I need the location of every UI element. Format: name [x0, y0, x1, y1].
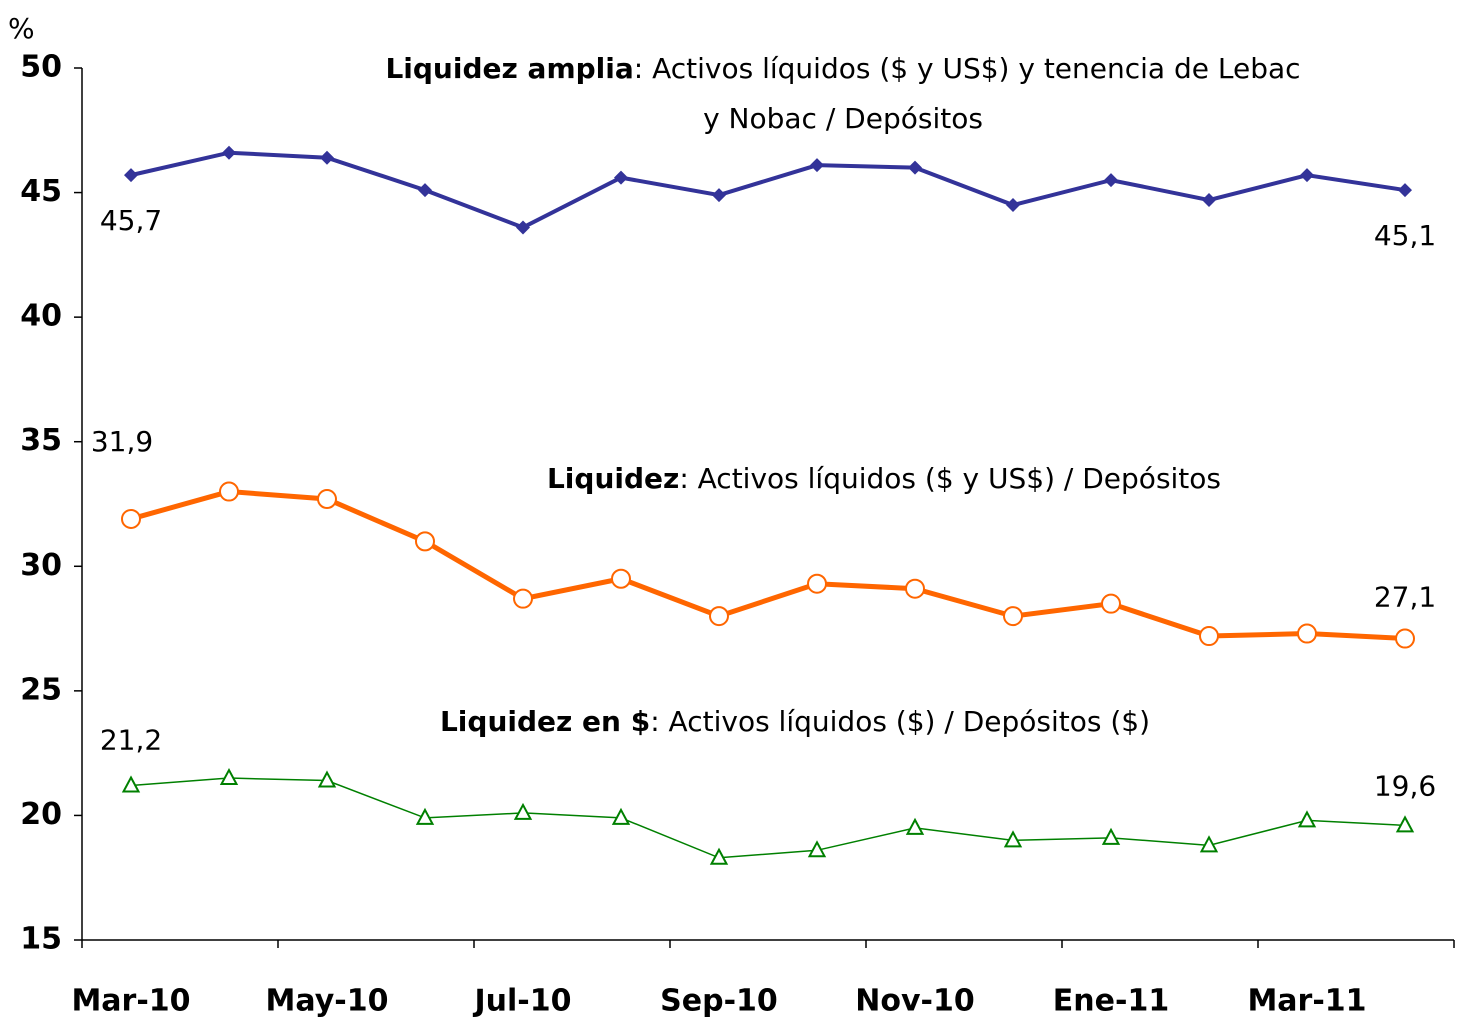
marker: [320, 150, 334, 165]
series-title: y Nobac / Depósitos: [703, 102, 983, 135]
x-tick-label: May-10: [266, 984, 389, 1019]
marker: [614, 170, 628, 185]
marker: [516, 220, 530, 235]
marker: [415, 807, 435, 825]
marker: [1006, 198, 1020, 213]
marker: [1297, 623, 1317, 644]
x-tick-label: Mar-11: [1247, 984, 1366, 1019]
data-label: 31,9: [91, 425, 153, 458]
marker: [1104, 173, 1118, 188]
series-line: [130, 150, 1406, 230]
marker: [317, 489, 337, 510]
series-name: Liquidez en $: [440, 705, 650, 738]
data-label: 21,2: [100, 724, 162, 757]
marker: [1101, 593, 1121, 614]
y-tick-label: 40: [20, 299, 62, 334]
marker: [121, 508, 141, 529]
marker: [611, 568, 631, 589]
x-tick-label: Jul-10: [472, 984, 571, 1019]
marker: [219, 767, 239, 786]
marker: [222, 145, 236, 160]
x-tick-label: Ene-11: [1053, 984, 1169, 1019]
series-title: Liquidez amplia: Activos líquidos ($ y U…: [385, 52, 1300, 85]
marker: [1003, 606, 1023, 627]
marker: [611, 807, 631, 825]
marker: [908, 160, 922, 175]
series-description: : Activos líquidos ($ y US$) / Depósitos: [679, 462, 1221, 495]
y-tick-label: 35: [20, 423, 62, 458]
y-tick-label: 20: [20, 797, 62, 832]
y-axis-label: %: [8, 12, 35, 45]
marker: [1395, 628, 1415, 649]
x-tick-label: Sep-10: [660, 984, 778, 1019]
series-title: Liquidez: Activos líquidos ($ y US$) / D…: [547, 462, 1221, 495]
marker: [1300, 168, 1314, 183]
marker: [905, 578, 925, 599]
data-label: 45,7: [100, 204, 162, 237]
series-name: Liquidez amplia: [385, 52, 633, 85]
data-label: 45,1: [1374, 219, 1436, 252]
y-tick-label: 25: [20, 672, 62, 707]
y-tick-label: 30: [20, 548, 62, 583]
y-tick-label: 50: [20, 50, 62, 85]
marker: [121, 775, 141, 793]
y-tick-label: 45: [20, 174, 62, 209]
marker: [709, 847, 729, 865]
series-line: [130, 489, 1406, 642]
marker: [1003, 830, 1023, 848]
marker: [124, 168, 138, 183]
marker: [513, 802, 533, 820]
marker: [807, 573, 827, 594]
x-tick-label: Nov-10: [855, 984, 974, 1019]
series-line: [130, 777, 1406, 859]
series-description: y Nobac / Depósitos: [703, 102, 983, 135]
marker: [317, 770, 337, 788]
marker: [905, 817, 925, 835]
marker: [513, 588, 533, 609]
series-description: : Activos líquidos ($ y US$) y tenencia …: [634, 52, 1301, 85]
marker: [418, 183, 432, 198]
y-tick-label: 15: [20, 922, 62, 957]
marker: [709, 606, 729, 627]
marker: [415, 531, 435, 552]
marker: [219, 481, 239, 502]
marker: [1199, 626, 1219, 647]
x-tick-label: Mar-10: [71, 984, 190, 1019]
marker: [1395, 815, 1415, 833]
marker: [1202, 193, 1216, 208]
marker: [807, 840, 827, 858]
data-label: 27,1: [1374, 581, 1436, 614]
marker: [1297, 810, 1317, 828]
series-title: Liquidez en $: Activos líquidos ($) / De…: [440, 705, 1150, 738]
marker: [1398, 183, 1412, 198]
series-description: : Activos líquidos ($) / Depósitos ($): [650, 705, 1150, 738]
marker: [712, 188, 726, 203]
marker: [1101, 827, 1121, 845]
marker: [1199, 835, 1219, 853]
series-name: Liquidez: [547, 462, 679, 495]
marker: [810, 158, 824, 173]
data-label: 19,6: [1374, 769, 1436, 802]
